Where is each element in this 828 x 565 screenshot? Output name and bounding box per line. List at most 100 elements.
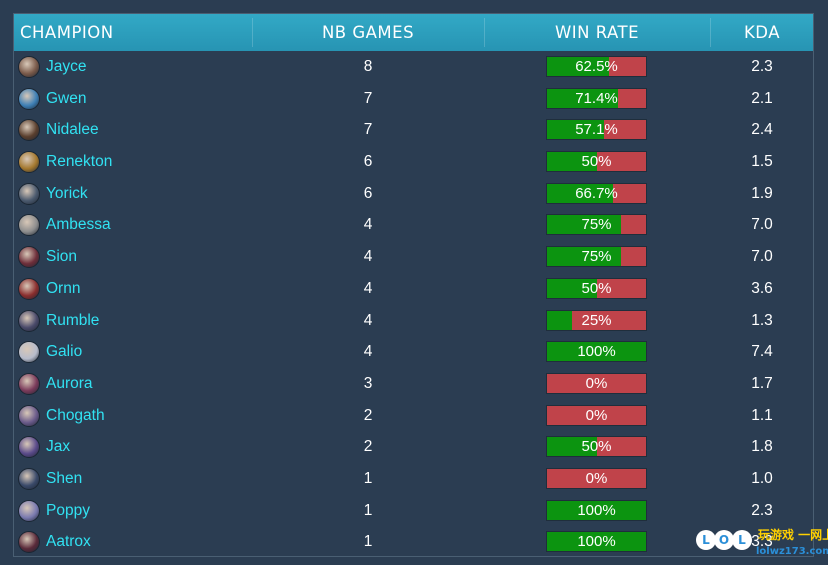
sion-icon — [18, 246, 40, 269]
winrate-bar-fill — [547, 437, 597, 457]
champion-link[interactable]: Jax — [18, 435, 70, 459]
winrate-bar-fill — [547, 310, 572, 330]
table-row: Poppy 1 100% 2.3 — [14, 495, 813, 527]
table-row: Shen 1 0% 1.0 — [14, 463, 813, 495]
games-count: 4 — [363, 216, 373, 234]
champion-name: Shen — [46, 469, 83, 487]
winrate-bar: 50% — [546, 151, 647, 173]
champion-link[interactable]: Poppy — [18, 499, 90, 523]
table-row: Aurora 3 0% 1.7 — [14, 368, 813, 400]
games-count: 4 — [363, 343, 373, 361]
table-row: Gwen 7 71.4% 2.1 — [14, 83, 813, 115]
winrate-bar-fill — [547, 215, 622, 235]
table-body: Jayce 8 62.5% 2.3 Gwen 7 71.4% 2.1 Nidalee 7 57.1%… — [14, 51, 813, 556]
champion-name: Rumble — [46, 311, 100, 329]
winrate-bar-fill — [547, 278, 597, 298]
winrate-bar: 0% — [546, 404, 647, 426]
gwen-icon — [18, 87, 40, 110]
kda-value: 1.5 — [751, 153, 773, 171]
header-games[interactable]: NB GAMES — [321, 23, 415, 42]
games-count: 6 — [363, 184, 373, 202]
champion-link[interactable]: Rumble — [18, 309, 99, 333]
champion-link[interactable]: Chogath — [18, 404, 105, 428]
table-row: Ornn 4 50% 3.6 — [14, 273, 813, 305]
header-champion[interactable]: CHAMPION — [20, 23, 114, 42]
table-row: Rumble 4 25% 1.3 — [14, 305, 813, 337]
champion-link[interactable]: Ornn — [18, 277, 80, 301]
header-divider — [484, 18, 485, 47]
winrate-bar: 0% — [546, 467, 647, 489]
winrate-value: 50% — [581, 153, 612, 171]
champion-link[interactable]: Sion — [18, 245, 77, 269]
champion-name: Jax — [46, 438, 71, 456]
winrate-value: 50% — [581, 279, 612, 297]
jayce-icon — [18, 56, 40, 78]
winrate-value: 100% — [577, 501, 616, 519]
champion-name: Sion — [46, 248, 78, 266]
yorick-icon — [18, 182, 40, 205]
winrate-bar-fill — [547, 183, 614, 203]
header-divider — [252, 18, 253, 47]
games-count: 1 — [363, 533, 373, 551]
winrate-bar: 50% — [546, 436, 647, 458]
kda-value: 1.0 — [751, 469, 773, 487]
winrate-bar: 57.1% — [546, 119, 647, 141]
games-count: 4 — [363, 248, 373, 266]
kda-value: 2.4 — [751, 121, 773, 139]
champion-link[interactable]: Ambessa — [18, 213, 111, 237]
header-winrate[interactable]: WIN RATE — [554, 23, 640, 42]
kda-value: 7.0 — [751, 248, 773, 266]
kda-value: 1.9 — [751, 184, 773, 202]
kda-value: 7.4 — [751, 343, 773, 361]
winrate-bar-fill — [547, 120, 604, 140]
champion-link[interactable]: Galio — [18, 340, 82, 364]
winrate-bar: 50% — [546, 277, 647, 299]
winrate-value: 0% — [585, 406, 608, 424]
winrate-value: 71.4% — [575, 89, 618, 107]
winrate-value: 100% — [577, 343, 616, 361]
table-row: Nidalee 7 57.1% 2.4 — [14, 114, 813, 146]
kda-value: 3.3 — [751, 533, 773, 551]
header-kda[interactable]: KDA — [743, 23, 781, 42]
champion-stats-table: CHAMPION NB GAMES WIN RATE KDA Jayce 8 62.… — [13, 13, 814, 557]
games-count: 7 — [363, 121, 373, 139]
aatrox-icon — [18, 531, 40, 554]
champion-link[interactable]: Yorick — [18, 182, 88, 206]
champion-link[interactable]: Aatrox — [18, 530, 91, 554]
winrate-value: 66.7% — [575, 184, 618, 202]
table-row: Renekton 6 50% 1.5 — [14, 146, 813, 178]
winrate-bar: 62.5% — [546, 56, 647, 77]
winrate-value: 25% — [581, 311, 612, 329]
champion-link[interactable]: Shen — [18, 467, 82, 491]
winrate-value: 50% — [581, 438, 612, 456]
champion-name: Aurora — [46, 374, 93, 392]
champion-link[interactable]: Jayce — [18, 55, 87, 79]
champion-name: Aatrox — [46, 533, 91, 551]
table-row: Jax 2 50% 1.8 — [14, 431, 813, 463]
galio-icon — [18, 341, 40, 364]
renekton-icon — [18, 151, 40, 174]
kda-value: 1.7 — [751, 374, 773, 392]
champion-link[interactable]: Gwen — [18, 87, 87, 111]
kda-value: 2.3 — [751, 501, 773, 519]
winrate-value: 100% — [577, 533, 616, 551]
games-count: 7 — [363, 89, 373, 107]
winrate-bar: 75% — [546, 246, 647, 268]
winrate-value: 57.1% — [575, 121, 618, 139]
nidalee-icon — [18, 119, 40, 142]
rumble-icon — [18, 309, 40, 332]
kda-value: 1.1 — [751, 406, 773, 424]
table-header: CHAMPION NB GAMES WIN RATE KDA — [14, 14, 813, 51]
table-row: Chogath 2 0% 1.1 — [14, 400, 813, 432]
champion-link[interactable]: Nidalee — [18, 118, 99, 142]
table-row: Aatrox 1 100% 3.3 — [14, 526, 813, 556]
winrate-bar-fill — [547, 500, 646, 520]
winrate-value: 75% — [581, 216, 612, 234]
winrate-bar: 25% — [546, 309, 647, 331]
champion-link[interactable]: Aurora — [18, 372, 93, 396]
champion-link[interactable]: Renekton — [18, 150, 112, 174]
winrate-bar: 66.7% — [546, 182, 647, 204]
winrate-bar: 100% — [546, 341, 647, 363]
champion-name: Renekton — [46, 153, 113, 171]
table-row: Sion 4 75% 7.0 — [14, 241, 813, 273]
